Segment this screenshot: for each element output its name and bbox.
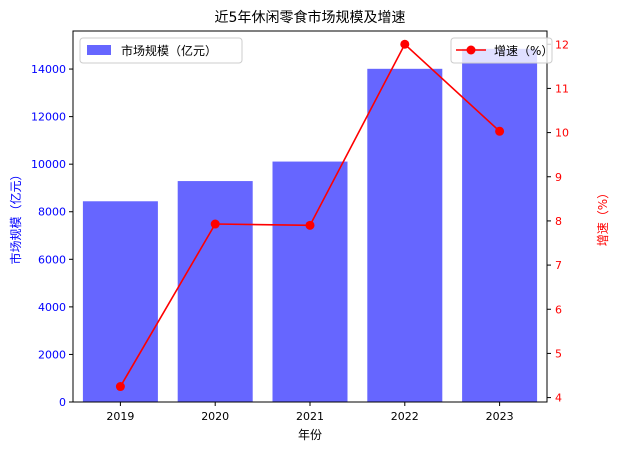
legend-right: 增速（%）	[450, 37, 553, 64]
legend-bar-label: 市场规模（亿元）	[121, 43, 217, 58]
growth-point-2020	[210, 219, 220, 229]
bar-2022	[367, 68, 443, 402]
x-tick-label-2020: 2020	[201, 410, 229, 423]
growth-point-2023	[495, 126, 505, 136]
left-tick-label-14000: 14000	[31, 63, 66, 76]
legend-line-label: 增速（%）	[494, 44, 553, 58]
right-tick-label-7: 7	[555, 259, 562, 272]
right-tick-label-9: 9	[555, 171, 562, 184]
bar-2019	[82, 201, 158, 402]
x-axis-label: 年份	[298, 428, 322, 442]
legend-left-box	[79, 37, 243, 64]
left-y-axis-label: 市场规模（亿元）	[8, 168, 23, 264]
bar-2020	[177, 181, 253, 402]
left-tick-label-8000: 8000	[38, 206, 66, 219]
right-tick-label-10: 10	[555, 127, 569, 140]
bar-2021	[272, 161, 348, 402]
x-axis-ticks: 2019 2020 2021 2022 2023	[106, 402, 514, 423]
growth-point-2022	[400, 39, 410, 49]
left-tick-label-4000: 4000	[38, 301, 66, 314]
x-tick-label-2023: 2023	[486, 410, 514, 423]
chart-title: 近5年休闲零食市场规模及增速	[215, 9, 406, 26]
x-tick-label-2021: 2021	[296, 410, 324, 423]
growth-point-2021	[305, 220, 315, 230]
axes-layer: 2019 2020 2021 2022 2023 0 2000 4000 6000 8000 10…	[31, 30, 569, 423]
right-tick-label-6: 6	[555, 303, 562, 316]
left-tick-label-12000: 12000	[31, 111, 66, 124]
left-tick-label-6000: 6000	[38, 253, 66, 266]
right-tick-label-4: 4	[555, 392, 562, 405]
growth-point-2019	[115, 382, 125, 392]
legend-bar-swatch	[87, 45, 111, 55]
bars-layer	[82, 48, 538, 402]
legend-right-box	[450, 37, 553, 64]
right-y-axis-label: 增速（%）	[596, 187, 610, 246]
x-tick-label-2019: 2019	[106, 410, 134, 423]
left-tick-label-0: 0	[59, 396, 66, 409]
right-tick-label-5: 5	[555, 347, 562, 360]
left-y-axis-ticks: 0 2000 4000 6000 8000 10000 12000 14000	[31, 63, 73, 409]
right-tick-label-12: 12	[555, 38, 569, 51]
right-y-axis-ticks: 4 5 6 7 8 9 10 11 12	[547, 38, 569, 405]
line-layer	[115, 39, 505, 392]
legend-line-marker	[466, 45, 476, 55]
right-tick-label-11: 11	[555, 82, 569, 95]
bar-2023	[462, 48, 538, 402]
left-tick-label-2000: 2000	[38, 348, 66, 361]
legend-left: 市场规模（亿元）	[79, 37, 243, 64]
x-tick-label-2022: 2022	[391, 410, 419, 423]
right-tick-label-8: 8	[555, 215, 562, 228]
left-tick-label-10000: 10000	[31, 158, 66, 171]
